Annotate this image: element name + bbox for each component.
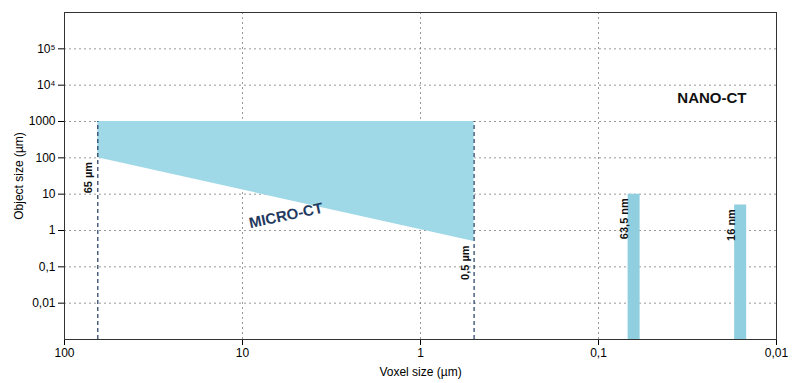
- svg-text:63,5 nm: 63,5 nm: [618, 198, 630, 239]
- svg-text:0,1: 0,1: [39, 260, 56, 274]
- svg-text:100: 100: [54, 346, 74, 360]
- svg-text:1: 1: [49, 223, 56, 237]
- svg-text:0,5 µm: 0,5 µm: [459, 245, 471, 280]
- svg-text:Voxel size (µm): Voxel size (µm): [379, 365, 461, 379]
- svg-text:0,1: 0,1: [590, 346, 607, 360]
- svg-text:100: 100: [35, 151, 55, 165]
- svg-text:1: 1: [417, 346, 424, 360]
- svg-text:10: 10: [236, 346, 250, 360]
- svg-text:0,01: 0,01: [765, 346, 789, 360]
- svg-text:1000: 1000: [29, 114, 56, 128]
- svg-text:Object size (µm): Object size (µm): [12, 132, 26, 220]
- svg-text:10⁴: 10⁴: [37, 78, 56, 92]
- svg-text:16 nm: 16 nm: [725, 209, 737, 241]
- svg-text:NANO-CT: NANO-CT: [677, 89, 746, 106]
- svg-text:0,01: 0,01: [32, 296, 56, 310]
- svg-text:MICRO-CT: MICRO-CT: [247, 199, 324, 231]
- svg-text:10⁵: 10⁵: [37, 42, 55, 56]
- svg-text:10: 10: [42, 187, 56, 201]
- svg-text:65 µm: 65 µm: [82, 162, 94, 194]
